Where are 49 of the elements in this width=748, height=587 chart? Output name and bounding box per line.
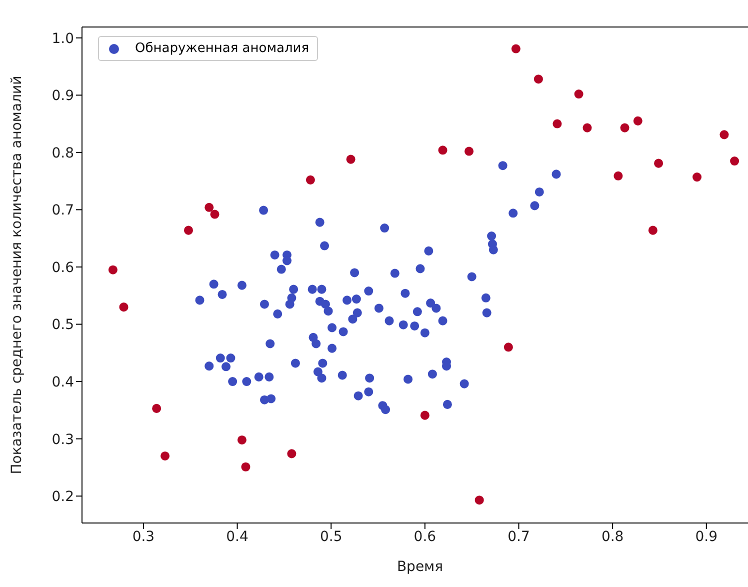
- x-tick-label: 0.5: [320, 528, 342, 545]
- point: [654, 158, 664, 168]
- point: [692, 172, 702, 182]
- point: [210, 210, 220, 219]
- point: [420, 410, 430, 420]
- point: [474, 496, 484, 505]
- point: [633, 116, 642, 126]
- x-tick-label: 0.3: [132, 528, 155, 545]
- point: [160, 451, 170, 460]
- point: [119, 302, 128, 312]
- point: [108, 265, 118, 274]
- point: [720, 130, 729, 140]
- point: [730, 156, 740, 166]
- point: [152, 404, 162, 413]
- x-tick-label: 0.9: [695, 528, 718, 545]
- point: [204, 202, 214, 212]
- point: [620, 123, 630, 132]
- point: [287, 449, 296, 458]
- x-tick-label: 0.7: [508, 528, 530, 545]
- x-tick-label: 0.6: [414, 528, 436, 545]
- point: [184, 226, 194, 235]
- point: [648, 226, 658, 235]
- x-axis-title: Время: [396, 559, 444, 575]
- point: [582, 123, 592, 132]
- y-axis-title: Показатель среднего значения количества аномалий: [8, 76, 25, 474]
- y-tick-label: 0.6: [52, 260, 74, 276]
- x-tick-label: 0.8: [601, 528, 624, 545]
- point: [504, 342, 513, 352]
- point: [241, 462, 250, 472]
- y-tick-label: 0.3: [52, 432, 74, 448]
- y-tick-label: 0.8: [52, 145, 74, 162]
- legend-label: Обнаруженная аномалия: [135, 41, 310, 56]
- y-tick-label: 0.7: [52, 202, 74, 219]
- point: [237, 435, 246, 444]
- point: [346, 154, 356, 164]
- point: [306, 175, 315, 184]
- x-tick-label: 0.4: [226, 528, 249, 545]
- y-tick-label: 0.4: [52, 374, 74, 390]
- y-tick-label: 0.9: [52, 88, 74, 104]
- y-tick-label: 0.2: [52, 489, 74, 506]
- point: [464, 146, 474, 156]
- point: [552, 119, 562, 128]
- y-tick-label: 0.5: [52, 317, 74, 334]
- point: [614, 171, 623, 180]
- y-tick-label: 1.0: [52, 30, 74, 47]
- point: [511, 44, 520, 54]
- point: [534, 74, 543, 84]
- point: [574, 90, 584, 99]
- point: [438, 146, 448, 155]
